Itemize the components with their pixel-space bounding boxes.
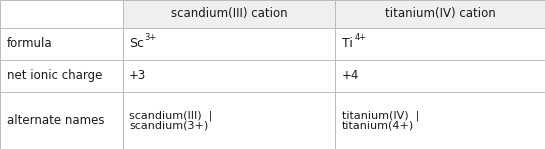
Text: Ti: Ti (342, 37, 353, 50)
Text: 4+: 4+ (355, 33, 367, 42)
Text: titanium(IV) cation: titanium(IV) cation (385, 7, 495, 20)
Text: +4: +4 (342, 69, 359, 82)
Text: alternate names: alternate names (7, 114, 104, 127)
Text: formula: formula (7, 37, 52, 50)
Text: scandium(III)  |: scandium(III) | (129, 110, 213, 121)
Text: 3+: 3+ (144, 33, 156, 42)
Text: +3: +3 (129, 69, 147, 82)
Text: scandium(III) cation: scandium(III) cation (171, 7, 287, 20)
Bar (123, 0, 335, 28)
Bar (335, 0, 545, 28)
Text: titanium(IV)  |: titanium(IV) | (342, 110, 419, 121)
Text: titanium(4+): titanium(4+) (342, 120, 414, 130)
Text: scandium(3+): scandium(3+) (129, 120, 208, 130)
Text: net ionic charge: net ionic charge (7, 69, 102, 82)
Text: Sc: Sc (129, 37, 144, 50)
